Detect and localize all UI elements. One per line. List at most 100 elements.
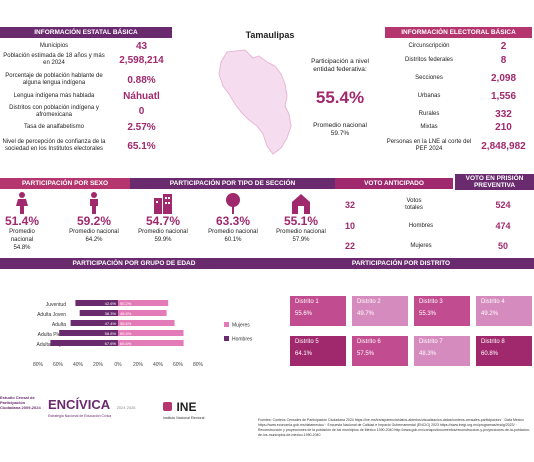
district-name: Distrito 1 (295, 299, 319, 305)
estatal-label: Porcentaje de población hablante de algu… (5, 73, 103, 86)
bar-mujeres (118, 320, 175, 326)
axis-tick-label: 0% (114, 362, 122, 368)
anticipado-value: 10 (344, 221, 355, 231)
anticipado-value: 32 (344, 200, 355, 210)
stat-prom-value: 57.9% (292, 237, 310, 243)
estatal-row: Distritos con población indígena y afrom… (0, 103, 175, 120)
bar-mujeres (118, 300, 169, 306)
district-value: 49.7% (357, 311, 375, 317)
axis-tick-label: 80% (33, 362, 44, 368)
stat-mixta: 55.1% Promedio nacional 57.9% (272, 192, 330, 244)
sexo-header: PARTICIPACIÓN POR SEXO (0, 178, 130, 189)
data-label-mujeres: 56.6% (120, 321, 132, 326)
encivica-years: 2024 2026 (116, 405, 136, 410)
prision-value: 474 (495, 221, 511, 231)
stat-prom-label: Promedio nacional (69, 229, 119, 235)
district-card[interactable]: Distrito 4 49.2% (476, 296, 532, 326)
axis-tick-label: 20% (93, 362, 104, 368)
electoral-value: 2 (500, 40, 507, 52)
district-value: 55.3% (419, 311, 437, 317)
electoral-value: 2,098 (490, 72, 517, 84)
axis-tick-label: 60% (173, 362, 184, 368)
district-value: 60.8% (481, 351, 499, 357)
axis-tick-label: 40% (73, 362, 84, 368)
ine-sub: Instituto Nacional Electoral (163, 416, 205, 420)
district-value: 48.3% (419, 351, 437, 357)
stat-value: 54.7% (145, 214, 181, 228)
state-title: Tamaulipas (245, 30, 295, 40)
encivica-sub: Estrategia Nacional de Educación Cívica (48, 414, 112, 418)
vote-label: Hombres (408, 223, 434, 229)
stat-value: 59.2% (76, 214, 112, 228)
bar-mujeres (118, 340, 184, 346)
urban-icon (154, 194, 172, 214)
stat-value: 55.1% (283, 214, 319, 228)
district-name: Distrito 2 (357, 299, 381, 305)
age-category-label: Adulta Plena (38, 332, 67, 338)
district-card[interactable]: Distrito 8 60.8% (476, 336, 532, 366)
district-card[interactable]: Distrito 5 64.1% (290, 336, 346, 366)
district-name: Distrito 7 (419, 339, 443, 345)
district-card[interactable]: Distrito 3 55.3% (414, 296, 470, 326)
electoral-value: 8 (500, 54, 507, 66)
stat-prom-label: Promedio nacional (276, 229, 326, 235)
estatal-row: Tasa de analfabetismo 2.57% (0, 120, 175, 134)
electoral-label: Secciones (415, 74, 443, 81)
stat-value: 51.4% (4, 214, 40, 228)
footer-sources: Fuentes: Conteos Censales de Participaci… (258, 418, 531, 437)
estatal-row: Porcentaje de población hablante de algu… (0, 69, 175, 91)
estatal-value: 0.88% (127, 74, 156, 86)
electoral-row: Distritos federales 8 (385, 53, 534, 67)
prision-value: 524 (495, 200, 511, 210)
stat-prom-value: 64.2% (85, 237, 103, 243)
estatal-label: Distritos con población indígena y afrom… (9, 104, 99, 118)
vote-row: 22 Mujeres 50 (335, 241, 534, 251)
district-value: 64.1% (295, 351, 313, 357)
participacion-value: 55.4% (315, 88, 365, 107)
electoral-value: 332 (495, 108, 512, 120)
estatal-row: Lengua indígena más hablada Náhuatl (0, 90, 175, 103)
estudio-censal-logo: Estudio Censal de Participación Ciudadan… (0, 395, 41, 410)
legend-label: Mujeres (232, 323, 250, 329)
bar-hombres (59, 330, 118, 336)
vote-row: 10 Hombres 474 (335, 221, 534, 231)
district-name: Distrito 6 (357, 339, 381, 345)
estatal-value: 2,598,214 (119, 54, 164, 66)
data-label-mujeres: 65.6% (120, 341, 132, 346)
electoral-label: Urbanas (417, 92, 441, 99)
male-icon (90, 192, 98, 214)
stat-value: 63.3% (215, 214, 251, 228)
estatal-label: Población estimada de 18 años y más en 2… (3, 53, 105, 66)
stat-prom-value: 54.8% (13, 245, 31, 251)
distrito-header: PARTICIPACIÓN POR DISTRITO (268, 258, 534, 269)
estatal-value: 2.57% (127, 121, 156, 133)
district-card[interactable]: Distrito 1 55.6% (290, 296, 346, 326)
age-category-label: Juventud (46, 302, 67, 308)
encivica-name: ENCÍVICA (48, 397, 111, 412)
axis-tick-label: 80% (193, 362, 204, 368)
stat-prom-value: 60.1% (224, 237, 242, 243)
legend-swatch (224, 336, 229, 341)
estatal-value: 65.1% (127, 140, 156, 152)
mixed-icon (292, 194, 310, 214)
age-category-label: Adulta Joven (37, 312, 66, 318)
data-label-mujeres: 65.5% (120, 331, 132, 336)
stat-rural: 63.3% Promedio nacional 60.1% (204, 192, 262, 244)
stat-prom-label: Promedio nacional (208, 229, 258, 235)
bar-hombres (75, 300, 118, 306)
anticipado-header: VOTO ANTICIPADO (335, 178, 453, 189)
electoral-label: Circunscripción (408, 42, 450, 49)
promedio-nacional: Promedio nacional 59.7% (300, 122, 380, 138)
electoral-label: Rurales (418, 110, 440, 117)
stat-urbana: 54.7% Promedio nacional 59.9% (134, 192, 192, 244)
district-card[interactable]: Distrito 2 49.7% (352, 296, 408, 326)
electoral-value: 210 (495, 121, 512, 133)
data-label-hombres: 47.4% (105, 321, 117, 326)
stat-prom-label: Promedio nacional (9, 229, 35, 243)
district-name: Distrito 4 (481, 299, 505, 305)
estatal-label: Municipios (39, 42, 69, 49)
ine-name: INE (176, 399, 197, 414)
edad-header: PARTICIPACIÓN POR GRUPO DE EDAD (0, 258, 268, 269)
district-card[interactable]: Distrito 7 48.3% (414, 336, 470, 366)
district-card[interactable]: Distrito 6 57.5% (352, 336, 408, 366)
